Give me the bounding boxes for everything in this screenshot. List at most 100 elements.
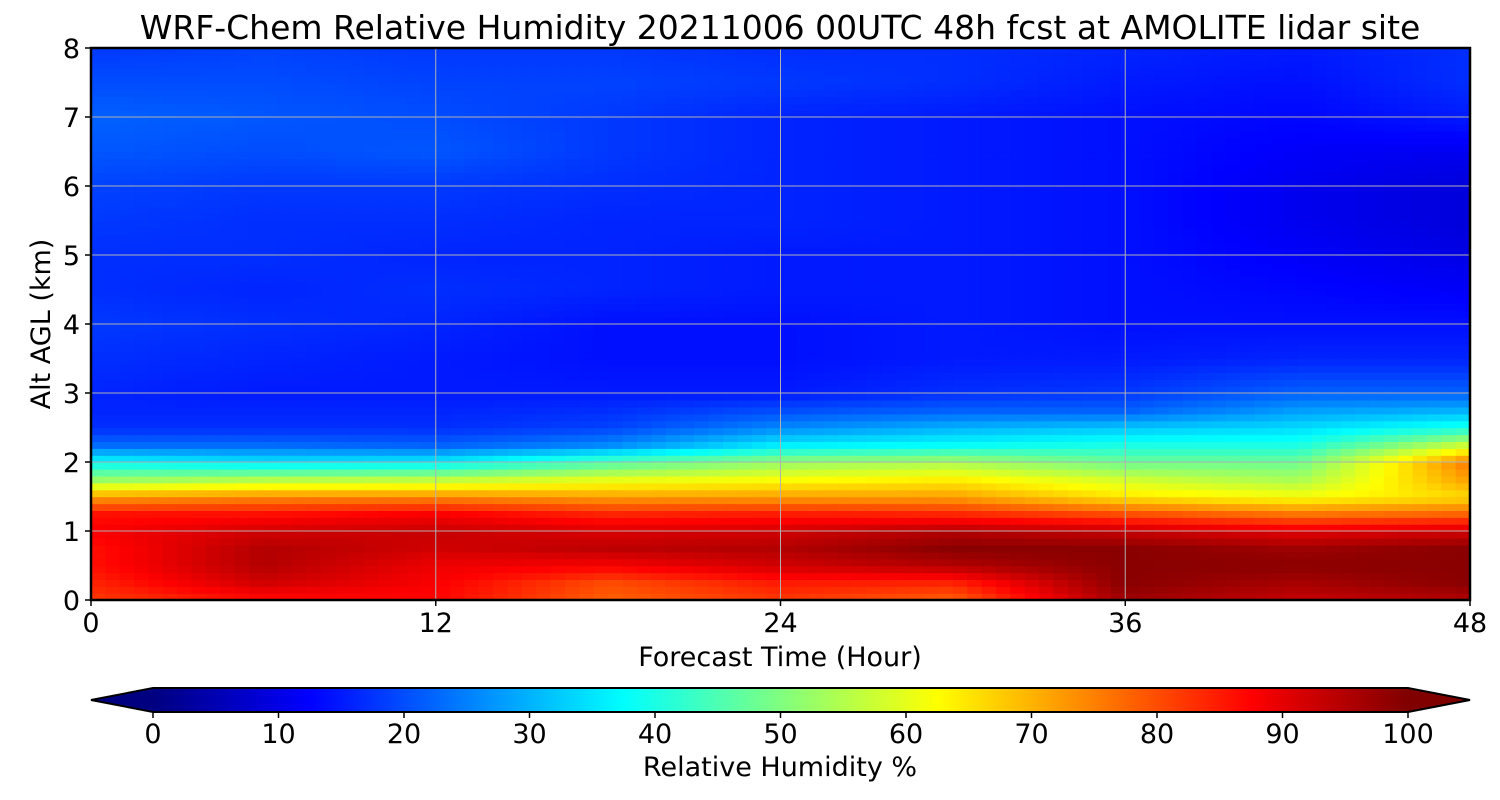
heatmap-cell [1096, 399, 1112, 408]
heatmap-cell [1197, 261, 1213, 270]
heatmap-cell [1283, 393, 1299, 401]
heatmap-cell [478, 255, 494, 263]
heatmap-cell [737, 586, 753, 594]
heatmap-cell [852, 365, 868, 373]
heatmap-cell [105, 434, 121, 442]
heatmap-cell [909, 586, 925, 594]
heatmap-cell [1369, 330, 1385, 339]
heatmap-cell [550, 372, 566, 380]
heatmap-cell [1355, 275, 1371, 284]
heatmap-cell [1455, 510, 1471, 518]
heatmap-cell [1211, 372, 1227, 380]
heatmap-cell [1197, 427, 1213, 436]
heatmap-cell [105, 420, 121, 429]
heatmap-cell [981, 503, 997, 511]
heatmap-cell [1398, 351, 1414, 360]
heatmap-cell [191, 344, 207, 353]
heatmap-cell [220, 337, 236, 346]
heatmap-cell [550, 241, 566, 249]
heatmap-cell [622, 261, 638, 270]
heatmap-cell [1240, 441, 1256, 449]
heatmap-cell [105, 351, 121, 360]
heatmap-cell [507, 510, 523, 518]
heatmap-cell [708, 517, 724, 525]
heatmap-cell [694, 358, 710, 367]
heatmap-cell [909, 413, 925, 422]
heatmap-cell [608, 372, 624, 380]
heatmap-cell [608, 510, 624, 518]
heatmap-cell [1039, 282, 1055, 291]
heatmap-cell [967, 358, 983, 367]
heatmap-cell [1010, 330, 1026, 339]
heatmap-cell [895, 448, 911, 456]
heatmap-cell [1067, 448, 1083, 456]
heatmap-cell [708, 482, 724, 491]
heatmap-cell [191, 579, 207, 587]
heatmap-cell [1168, 531, 1184, 539]
heatmap-cell [1096, 475, 1112, 484]
heatmap-cell [866, 393, 882, 401]
heatmap-cell [493, 468, 509, 477]
heatmap-cell [1010, 441, 1026, 449]
heatmap-cell [220, 565, 236, 574]
heatmap-cell [881, 303, 897, 311]
heatmap-cell [1082, 358, 1098, 367]
heatmap-cell [249, 579, 265, 587]
heatmap-cell [622, 255, 638, 263]
heatmap-cell [751, 344, 767, 353]
heatmap-cell [407, 510, 423, 518]
heatmap-cell [636, 337, 652, 346]
heatmap-cell [464, 593, 480, 601]
heatmap-cell [766, 524, 782, 532]
heatmap-cell [119, 413, 135, 422]
heatmap-cell [938, 448, 954, 456]
heatmap-cell [665, 537, 681, 546]
heatmap-cell [1268, 379, 1284, 387]
heatmap-cell [521, 399, 537, 408]
heatmap-cell [809, 531, 825, 539]
heatmap-cell [636, 289, 652, 298]
heatmap-cell [579, 310, 595, 318]
heatmap-cell [249, 427, 265, 436]
heatmap-cell [866, 517, 882, 525]
heatmap-cell [335, 324, 351, 332]
heatmap-cell [809, 289, 825, 298]
heatmap-cell [277, 289, 293, 298]
heatmap-cell [837, 337, 854, 346]
heatmap-cell [349, 537, 365, 546]
heatmap-cell [809, 482, 825, 491]
heatmap-cell [1182, 365, 1198, 373]
heatmap-cell [349, 524, 365, 532]
heatmap-cell [651, 310, 667, 318]
heatmap-cell [665, 406, 681, 415]
heatmap-cell [1096, 427, 1112, 436]
heatmap-cell [478, 468, 494, 477]
heatmap-cell [263, 255, 279, 263]
heatmap-cell [1268, 482, 1284, 491]
heatmap-cell [1340, 496, 1356, 505]
heatmap-cell [349, 393, 365, 401]
heatmap-cell [521, 344, 537, 353]
heatmap-cell [967, 303, 983, 311]
heatmap-cell [105, 379, 121, 387]
heatmap-cell [435, 593, 451, 601]
heatmap-cell [263, 503, 279, 511]
heatmap-cell [1168, 579, 1184, 587]
heatmap-cell [205, 303, 221, 311]
heatmap-cell [593, 344, 609, 353]
heatmap-cell [737, 268, 753, 277]
heatmap-cell [1182, 317, 1198, 325]
heatmap-cell [177, 434, 193, 442]
heatmap-cell [205, 434, 221, 442]
heatmap-cell [593, 324, 609, 332]
heatmap-cell [191, 337, 207, 346]
heatmap-cell [852, 413, 868, 422]
heatmap-cell [1283, 413, 1299, 422]
heatmap-cell [1297, 241, 1313, 249]
heatmap-cell [249, 434, 265, 442]
heatmap-cell [1383, 462, 1399, 470]
heatmap-cell [952, 468, 968, 477]
heatmap-cell [1168, 413, 1184, 422]
heatmap-cell [1110, 248, 1126, 256]
heatmap-cell [895, 344, 911, 353]
